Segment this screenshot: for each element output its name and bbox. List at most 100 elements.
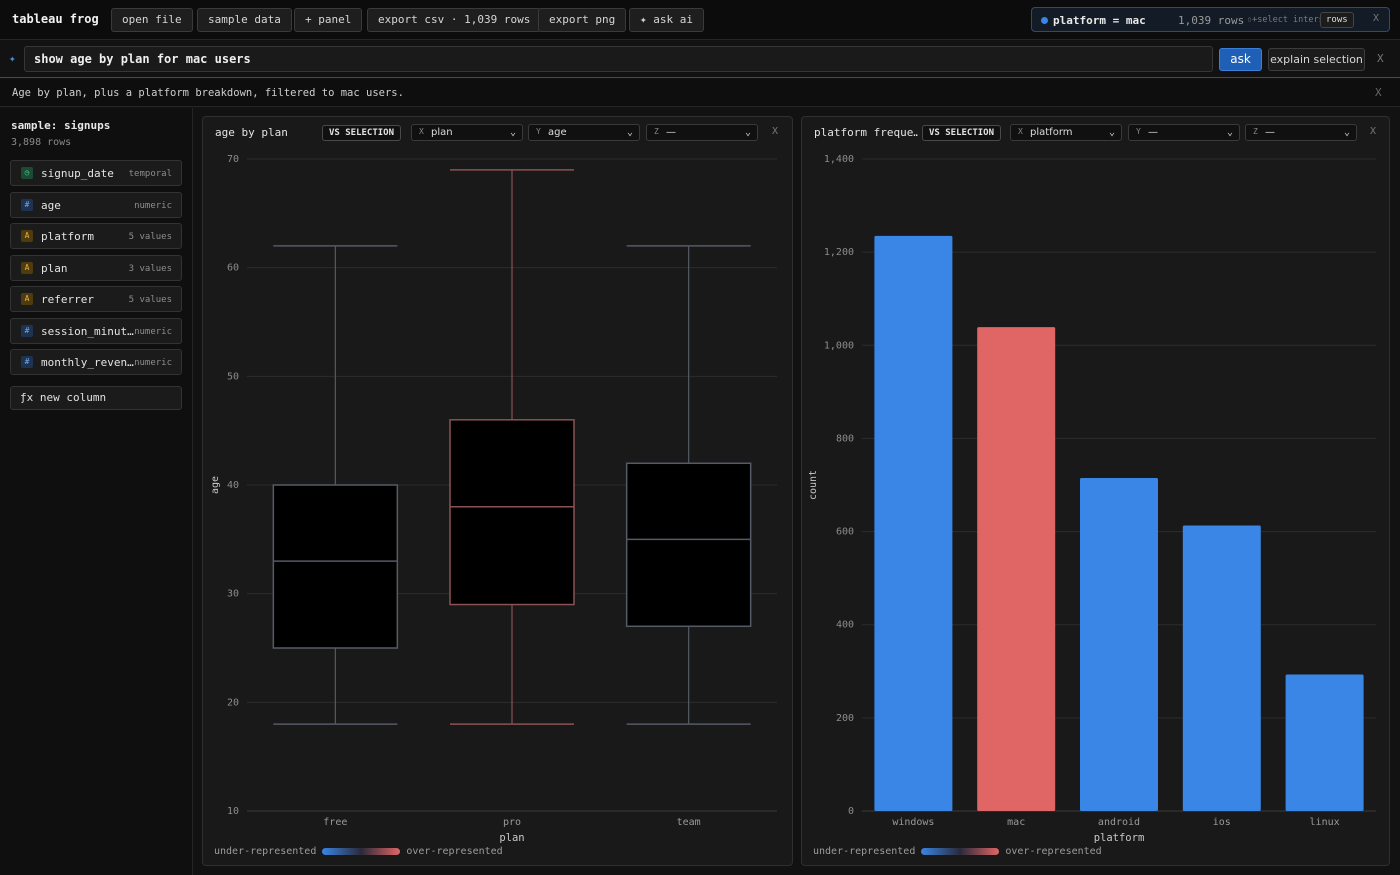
vs-selection-toggle[interactable]: VS SELECTION [922,125,1002,141]
x-tick-label: windows [892,817,934,828]
sample-data-button[interactable]: sample data [197,8,292,32]
vs-selection-toggle[interactable]: VS SELECTION [322,125,402,141]
z-axis-value: — [666,127,676,138]
y-tick-label: 1,000 [824,340,854,351]
representation-legend: under-represented over-represented [214,846,503,857]
column-type: temporal [128,169,172,179]
selection-rows-button[interactable]: rows [1320,12,1354,28]
ask-ai-button[interactable]: ✦ ask ai [629,8,704,32]
x-axis-select[interactable]: X plan ⌄ [411,124,523,141]
column-type: 5 values [128,295,172,305]
box-pro [449,419,575,606]
y-tick-label: 20 [227,697,239,708]
new-column-button[interactable]: ƒx new column [10,386,182,410]
column-referrer[interactable]: A referrer 5 values [10,286,182,312]
y-axis-select[interactable]: Y — ⌄ [1128,124,1240,141]
export-png-button[interactable]: export png [538,8,627,32]
x-axis-label: plan [499,832,524,844]
column-type: 5 values [128,232,172,242]
close-panel-button[interactable]: X [1370,126,1377,137]
y-axis-value: age [548,127,567,138]
close-panel-button[interactable]: X [772,126,779,137]
selection-chip[interactable]: platform = mac 1,039 rows ⇧+select inter… [1031,7,1390,32]
clear-query-button[interactable]: X [1377,52,1384,65]
z-axis-tag: Z [654,127,659,136]
column-plan[interactable]: A plan 3 values [10,255,182,281]
y-axis-select[interactable]: Y age ⌄ [528,124,640,141]
y-axis-value: — [1148,127,1158,138]
top-bar: tableau frog open file sample data + pan… [0,0,1400,40]
column-session-minutes[interactable]: # session_minut… numeric [10,318,182,344]
z-axis-value: — [1265,127,1275,138]
y-tick-label: 1,200 [824,247,854,258]
dismiss-response-button[interactable]: X [1375,86,1382,99]
x-tick-label: ios [1213,817,1231,828]
column-name: session_minut… [41,325,134,338]
sidebar: sample: signups 3,898 rows ◷ signup_date… [0,108,193,875]
legend-gradient [921,847,1000,855]
legend-high-label: over-represented [1005,846,1102,857]
y-tick-label: 600 [836,527,854,538]
column-platform[interactable]: A platform 5 values [10,223,182,249]
panel-age-by-plan: age by plan VS SELECTION X plan ⌄ Y age … [202,116,793,866]
column-type: numeric [134,201,172,211]
column-name: platform [41,230,94,243]
y-tick-label: 1,400 [824,154,854,165]
x-axis-select[interactable]: X platform ⌄ [1010,124,1122,141]
y-axis-tag: Y [1136,127,1141,136]
panel-title: platform freque… [814,126,918,139]
bar-linux[interactable] [1285,674,1364,811]
ai-response-bar: Age by plan, plus a platform breakdown, … [0,79,1400,107]
legend-low-label: under-represented [214,846,317,857]
y-axis-label: age [210,476,221,494]
numeric-icon: # [21,325,33,337]
clear-selection-button[interactable]: X [1373,13,1380,24]
dataset-title: sample: signups [11,119,111,132]
z-axis-select[interactable]: Z — ⌄ [1245,124,1357,141]
column-age[interactable]: # age numeric [10,192,182,218]
y-axis-label: count [808,470,819,500]
y-axis-tag: Y [536,127,541,136]
numeric-icon: # [21,356,33,368]
column-name: referrer [41,293,94,306]
chevron-down-icon: ⌄ [1108,127,1115,138]
bar-chart[interactable]: 0 200 400 600 800 1,000 1,200 1,400 windows mac an… [802,143,1389,845]
representation-legend: under-represented over-represented [813,846,1102,857]
ai-response-text: Age by plan, plus a platform breakdown, … [12,87,404,99]
column-monthly-revenue[interactable]: # monthly_reven… numeric [10,349,182,375]
x-axis-tag: X [419,127,424,136]
temporal-icon: ◷ [21,167,33,179]
bar-mac[interactable] [977,327,1056,811]
y-tick-label: 200 [836,713,854,724]
categorical-icon: A [21,293,33,305]
z-axis-tag: Z [1253,127,1258,136]
app-title: tableau frog [12,12,99,26]
export-csv-button[interactable]: export csv · 1,039 rows [367,8,542,32]
selection-hint: ⇧+select intersects [1247,15,1345,25]
column-name: plan [41,262,68,275]
query-input[interactable]: show age by plan for mac users [24,46,1213,72]
box-plot-chart[interactable]: 10 20 30 40 50 60 70 free pro team plan age [203,143,792,845]
open-file-button[interactable]: open file [111,8,193,32]
y-tick-label: 50 [227,371,239,382]
add-panel-button[interactable]: + panel [294,8,363,32]
y-tick-label: 400 [836,620,854,631]
panel-title: age by plan [215,126,288,139]
x-tick-label: free [323,817,347,828]
column-type: numeric [134,358,172,368]
y-tick-label: 30 [227,589,239,600]
bar-ios[interactable] [1182,525,1261,811]
sparkle-icon: ✦ [9,52,16,65]
explain-selection-button[interactable]: explain selection [1268,48,1365,71]
bar-android[interactable] [1080,478,1158,811]
x-tick-label: pro [503,817,521,828]
selection-count: 1,039 rows [1178,14,1245,27]
legend-high-label: over-represented [406,846,503,857]
z-axis-select[interactable]: Z — ⌄ [646,124,758,141]
ask-button[interactable]: ask [1219,48,1262,71]
column-signup-date[interactable]: ◷ signup_date temporal [10,160,182,186]
y-tick-label: 70 [227,154,239,165]
x-axis-tag: X [1018,127,1023,136]
bar-windows[interactable] [874,235,953,811]
x-axis-value: plan [431,127,453,138]
